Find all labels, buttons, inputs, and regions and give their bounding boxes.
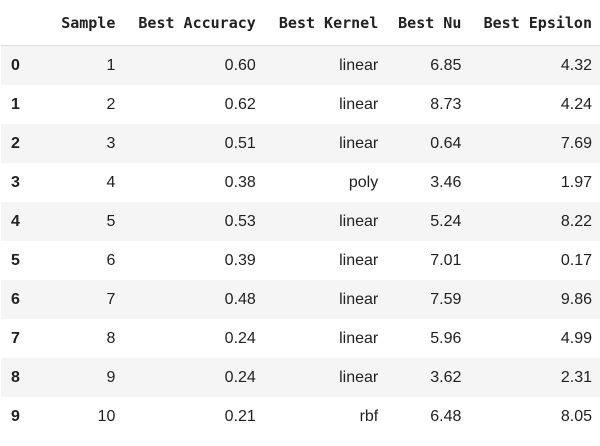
cell-best-accuracy: 0.53 (224, 212, 256, 230)
row-index: 5 (11, 251, 20, 269)
cell-best-kernel: linear (339, 368, 379, 386)
cell-best-epsilon: 9.86 (560, 290, 592, 308)
table-row: 4 5 0.53 linear 5.24 8.22 (1, 202, 600, 241)
cell-best-epsilon: 0.17 (560, 251, 592, 269)
header-row: Sample Best Accuracy Best Kernel Best Nu… (1, 0, 600, 46)
column-header-best-kernel: Best Kernel (263, 0, 387, 46)
cell-best-nu: 3.46 (430, 173, 462, 191)
row-index: 8 (11, 368, 20, 386)
cell-best-epsilon: 8.22 (560, 212, 592, 230)
cell-best-epsilon: 1.97 (560, 173, 592, 191)
cell-sample: 8 (106, 329, 116, 347)
table-header: Sample Best Accuracy Best Kernel Best Nu… (1, 0, 600, 46)
row-index: 2 (11, 134, 20, 152)
cell-best-nu: 6.48 (430, 407, 462, 425)
cell-sample: 7 (106, 290, 116, 308)
cell-best-accuracy: 0.60 (224, 56, 256, 74)
cell-best-kernel: linear (339, 212, 379, 230)
cell-best-kernel: linear (339, 290, 379, 308)
table-row: 6 7 0.48 linear 7.59 9.86 (1, 280, 600, 319)
row-index: 9 (11, 407, 20, 425)
results-table: Sample Best Accuracy Best Kernel Best Nu… (1, 0, 600, 436)
cell-best-accuracy: 0.62 (224, 95, 256, 113)
cell-best-accuracy: 0.48 (224, 290, 256, 308)
index-header (1, 0, 37, 46)
cell-best-epsilon: 8.05 (560, 407, 592, 425)
cell-best-accuracy: 0.39 (224, 251, 256, 269)
column-header-best-epsilon: Best Epsilon (469, 0, 600, 46)
cell-sample: 3 (106, 134, 116, 152)
table-row: 7 8 0.24 linear 5.96 4.99 (1, 319, 600, 358)
cell-sample: 2 (106, 95, 116, 113)
cell-best-accuracy: 0.51 (224, 134, 256, 152)
cell-best-epsilon: 7.69 (560, 134, 592, 152)
table-row: 5 6 0.39 linear 7.01 0.17 (1, 241, 600, 280)
cell-best-epsilon: 4.32 (560, 56, 592, 74)
cell-best-kernel: linear (339, 134, 379, 152)
column-header-best-nu: Best Nu (386, 0, 470, 46)
cell-best-kernel: linear (339, 95, 379, 113)
row-index: 7 (11, 329, 20, 347)
table-body: 0 1 0.60 linear 6.85 4.32 1 2 0.62 linear 8.73 4.24… (1, 45, 600, 436)
table-row: 8 9 0.24 linear 3.62 2.31 (1, 358, 600, 397)
cell-best-epsilon: 4.24 (560, 95, 592, 113)
cell-sample: 6 (106, 251, 116, 269)
cell-best-accuracy: 0.24 (224, 329, 256, 347)
cell-best-kernel: linear (339, 56, 379, 74)
cell-sample: 9 (106, 368, 116, 386)
cell-best-accuracy: 0.38 (224, 173, 256, 191)
cell-sample: 4 (106, 173, 116, 191)
cell-best-kernel: linear (339, 329, 379, 347)
row-index: 3 (11, 173, 20, 191)
table-row: 2 3 0.51 linear 0.64 7.69 (1, 124, 600, 163)
row-index: 1 (11, 95, 20, 113)
column-header-sample: Sample (36, 0, 124, 46)
table-row: 9 10 0.21 rbf 6.48 8.05 (1, 397, 600, 436)
cell-best-epsilon: 2.31 (560, 368, 592, 386)
cell-sample: 1 (106, 56, 116, 74)
cell-sample: 10 (97, 407, 116, 425)
cell-best-nu: 3.62 (430, 368, 462, 386)
column-header-best-accuracy: Best Accuracy (123, 0, 264, 46)
cell-best-nu: 7.01 (430, 251, 462, 269)
cell-best-nu: 6.85 (430, 56, 462, 74)
cell-best-nu: 8.73 (430, 95, 462, 113)
cell-best-kernel: linear (339, 251, 379, 269)
cell-sample: 5 (106, 212, 116, 230)
table-row: 0 1 0.60 linear 6.85 4.32 (1, 45, 600, 85)
table-row: 1 2 0.62 linear 8.73 4.24 (1, 85, 600, 124)
cell-best-kernel: rbf (359, 407, 379, 425)
row-index: 4 (11, 212, 20, 230)
cell-best-epsilon: 4.99 (560, 329, 592, 347)
cell-best-kernel: poly (348, 173, 379, 191)
cell-best-nu: 0.64 (430, 134, 462, 152)
cell-best-nu: 7.59 (430, 290, 462, 308)
cell-best-nu: 5.96 (430, 329, 462, 347)
cell-best-accuracy: 0.21 (224, 407, 256, 425)
cell-best-accuracy: 0.24 (224, 368, 256, 386)
cell-best-nu: 5.24 (430, 212, 462, 230)
table-row: 3 4 0.38 poly 3.46 1.97 (1, 163, 600, 202)
dataframe-output: Sample Best Accuracy Best Kernel Best Nu… (1, 0, 600, 436)
row-index: 6 (11, 290, 20, 308)
row-index: 0 (11, 56, 20, 74)
